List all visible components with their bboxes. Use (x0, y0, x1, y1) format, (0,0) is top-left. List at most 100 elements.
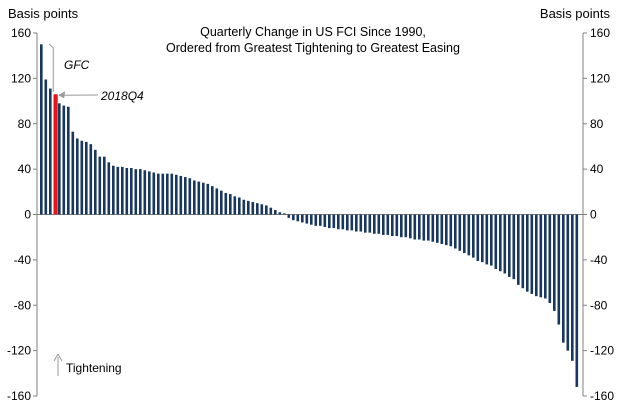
bar-39 (215, 188, 219, 215)
tightening-arrow-head (53, 353, 63, 362)
bar-42 (229, 194, 232, 215)
left-tick-label: -120 (7, 344, 31, 358)
bar-66 (337, 214, 340, 230)
bar-117 (566, 214, 570, 351)
bar-81 (404, 214, 408, 238)
bar-72 (364, 214, 367, 233)
bar-2018q4-highlight (53, 94, 58, 215)
right-tick-label: 0 (590, 208, 597, 222)
bar-90 (445, 214, 448, 246)
bar-32 (184, 177, 187, 215)
chart-subtitle: Ordered from Greatest Tightening to Grea… (166, 41, 460, 55)
bar-26 (157, 173, 160, 215)
bar-7 (71, 131, 75, 215)
bar-98 (481, 214, 484, 263)
bar-47 (251, 202, 255, 215)
bar-12 (94, 149, 97, 215)
bar-78 (391, 214, 394, 237)
bar-107 (521, 214, 525, 289)
q4-arrow-head (58, 91, 66, 99)
bar-76 (382, 214, 385, 235)
right-unit-label: Basis points (540, 6, 611, 21)
bar-11 (89, 144, 93, 215)
bar-24 (148, 171, 151, 215)
bar-1 (44, 79, 48, 215)
bar-75 (377, 214, 381, 234)
bar-44 (238, 197, 241, 215)
bar-41 (224, 192, 228, 215)
bars-group (40, 44, 579, 387)
left-tick-label: -40 (14, 253, 32, 267)
right-tick-label: 120 (590, 71, 610, 85)
bar-114 (553, 214, 556, 311)
left-tick-label: 0 (24, 208, 31, 222)
bar-104 (508, 214, 511, 277)
bar-108 (526, 214, 529, 292)
bar-67 (341, 214, 345, 230)
bar-119 (575, 214, 579, 387)
bar-65 (332, 214, 336, 229)
bar-79 (395, 214, 399, 237)
bar-9 (80, 140, 84, 215)
bar-55 (287, 214, 291, 218)
bar-37 (206, 183, 210, 215)
bar-73 (368, 214, 372, 233)
bar-74 (373, 214, 376, 234)
bar-100 (490, 214, 493, 266)
bar-4 (58, 103, 61, 215)
bar-58 (301, 214, 304, 223)
bar-118 (571, 214, 574, 361)
bar-83 (413, 214, 417, 240)
chart-title: Quarterly Change in US FCI Since 1990, (200, 25, 426, 39)
bar-8 (76, 138, 79, 215)
bar-103 (503, 214, 507, 274)
bar-112 (544, 214, 547, 299)
right-tick-label: -40 (590, 253, 608, 267)
bar-38 (211, 186, 214, 215)
bar-97 (476, 214, 480, 262)
bar-85 (422, 214, 426, 241)
bar-22 (139, 169, 142, 215)
bar-45 (242, 199, 246, 215)
bar-0 (40, 44, 43, 215)
bar-116 (562, 214, 565, 343)
bar-40 (220, 190, 223, 215)
bar-34 (193, 180, 196, 215)
gfc-annotation: GFC (64, 58, 90, 72)
bar-48 (256, 203, 259, 215)
bar-84 (418, 214, 421, 240)
bar-96 (472, 214, 475, 258)
bar-29 (170, 173, 174, 215)
q4-annotation: 2018Q4 (100, 89, 144, 103)
bar-82 (409, 214, 412, 239)
tightening-note: Tightening (66, 361, 122, 375)
bar-80 (400, 214, 403, 238)
bar-23 (143, 170, 147, 215)
bar-51 (269, 207, 273, 215)
bar-28 (166, 173, 169, 215)
bar-16 (112, 165, 115, 215)
bar-17 (116, 166, 120, 215)
bar-68 (346, 214, 349, 231)
right-tick-label: -120 (590, 344, 614, 358)
right-tick-label: 160 (590, 26, 610, 40)
bar-70 (355, 214, 358, 232)
bar-110 (535, 214, 538, 297)
left-tick-label: -80 (14, 298, 32, 312)
bar-109 (530, 214, 534, 294)
bar-30 (175, 174, 178, 215)
bar-49 (260, 204, 264, 215)
bar-71 (359, 214, 363, 232)
bar-10 (85, 141, 88, 215)
bar-69 (350, 214, 354, 231)
bar-52 (274, 209, 277, 215)
bar-61 (314, 214, 318, 226)
bar-53 (278, 212, 282, 215)
bar-36 (202, 182, 205, 215)
bar-60 (310, 214, 313, 225)
bar-15 (107, 162, 111, 215)
bar-62 (319, 214, 322, 226)
bar-95 (467, 214, 471, 256)
bar-27 (161, 173, 165, 215)
